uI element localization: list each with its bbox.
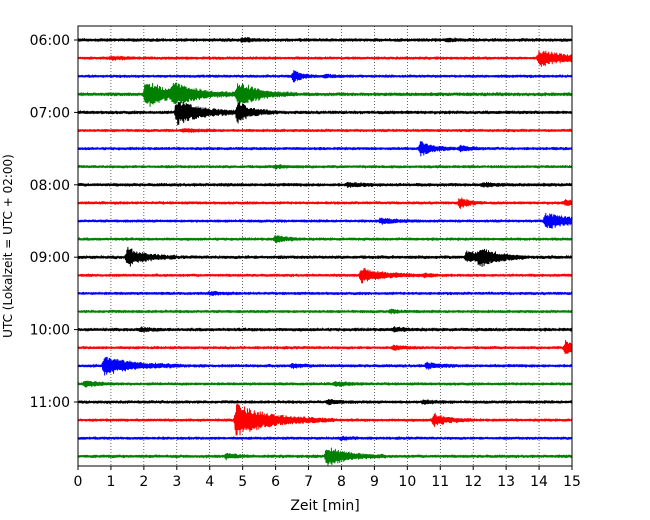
y-tick-label: 06:00 [30,33,70,49]
x-tick-label: 12 [464,474,482,490]
trace-line [77,403,573,436]
x-tick-label: 1 [106,474,115,490]
x-axis-label: Zeit [min] [290,498,359,514]
plot-frame [77,25,573,467]
trace-line [77,435,573,442]
x-tick-label: 14 [530,474,548,490]
x-tick-label: 5 [238,474,247,490]
x-tick-label: 11 [431,474,449,490]
trace-line [77,141,573,157]
seismic-traces [77,37,573,466]
vertical-grid [110,26,540,466]
trace-line [77,50,573,67]
y-tick-label: 08:00 [30,178,70,194]
trace-line [77,380,573,388]
trace-line [77,339,573,355]
x-tick-label: 15 [563,474,581,490]
x-tick-label: 6 [271,474,280,490]
trace-line [77,308,573,315]
trace-line [77,246,573,268]
trace-line [77,197,573,210]
trace-line [77,37,573,44]
y-tick-label: 09:00 [30,250,70,266]
trace-line [77,181,573,189]
x-tick-label: 4 [205,474,214,490]
trace-line [77,399,573,406]
x-tick-label: 9 [370,474,379,490]
trace-line [77,128,573,133]
trace-line [77,212,573,229]
y-axis-ticks: 06:00 07:00 08:00 09:00 10:00 11:00 [30,33,78,411]
y-tick-label: 10:00 [30,323,70,339]
x-tick-label: 8 [337,474,346,490]
trace-line [77,290,573,297]
x-tick-label: 10 [398,474,416,490]
x-tick-label: 13 [497,474,515,490]
trace-line [77,82,573,108]
trace-line [77,69,573,83]
x-tick-label: 3 [172,474,181,490]
y-tick-label: 07:00 [30,105,70,121]
trace-line [77,326,573,333]
trace-line [77,163,573,170]
trace-line [77,267,573,284]
x-tick-label: 2 [139,474,148,490]
x-tick-label: 0 [74,474,83,490]
trace-line [77,447,573,466]
trace-line [77,234,573,244]
y-tick-label: 11:00 [30,395,70,411]
trace-line [77,101,573,126]
x-axis-ticks: 0 1 2 3 4 5 6 7 8 9 10 11 12 13 14 15 [74,466,581,490]
y-axis-label: UTC (Lokalzeit = UTC + 02:00) [1,154,15,338]
x-tick-label: 7 [304,474,313,490]
trace-line [77,356,573,376]
